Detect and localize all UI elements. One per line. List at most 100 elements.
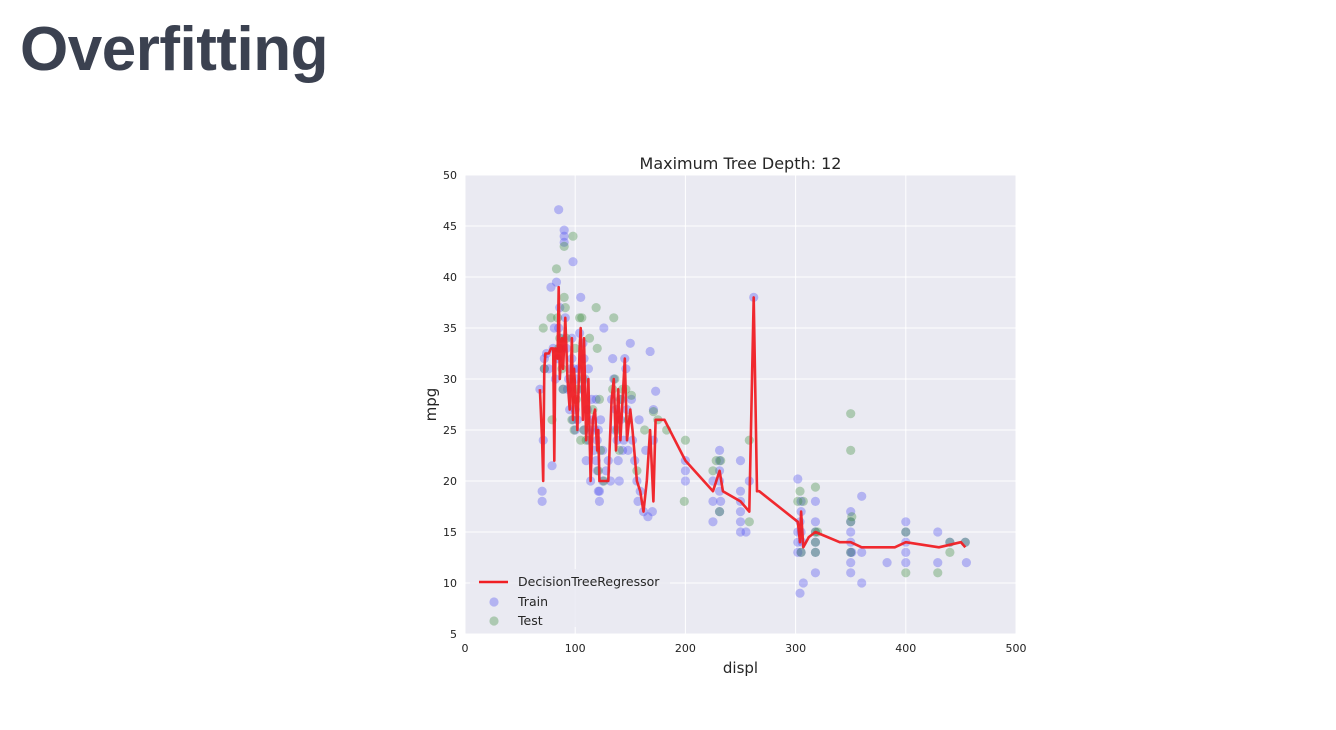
train-point <box>810 517 821 527</box>
x-axis-label: displ <box>723 659 758 677</box>
train-point <box>714 445 725 455</box>
train-point <box>798 578 808 588</box>
train-point <box>645 346 655 357</box>
train-point <box>680 476 691 486</box>
train-point <box>933 527 943 537</box>
legend-swatch-train <box>489 597 499 607</box>
train-point <box>735 456 746 466</box>
test-point <box>576 435 586 445</box>
train-point <box>741 527 751 537</box>
train-point <box>591 394 601 404</box>
test-point <box>648 407 659 417</box>
train-point <box>961 558 972 568</box>
slide-title: Overfitting <box>20 15 328 84</box>
y-tick-label: 45 <box>443 220 457 233</box>
train-point <box>544 364 554 374</box>
decision-tree-line <box>538 285 967 549</box>
test-point <box>716 456 726 466</box>
train-point <box>593 486 603 496</box>
test-point <box>846 517 856 527</box>
legend-swatch-test <box>489 616 499 626</box>
y-tick-label: 10 <box>443 577 457 590</box>
train-point <box>933 558 943 568</box>
legend-label-train: Train <box>517 594 548 609</box>
legend: DecisionTreeRegressor Train Test <box>470 569 670 628</box>
train-point <box>901 547 911 558</box>
legend-box <box>470 569 670 627</box>
x-tick-label: 400 <box>895 642 916 655</box>
chart-title: Maximum Tree Depth: 12 <box>640 154 842 173</box>
test-point <box>575 313 585 323</box>
test-point <box>846 409 856 419</box>
train-point <box>647 507 657 517</box>
test-point <box>538 323 548 333</box>
train-point <box>810 547 821 558</box>
train-point <box>735 527 746 537</box>
test-point <box>933 568 943 578</box>
train-point <box>810 568 821 578</box>
y-axis-ticks: 5 10 15 20 25 30 35 40 45 50 <box>443 169 457 641</box>
test-point <box>626 390 637 400</box>
train-point <box>795 588 805 598</box>
x-tick-label: 0 <box>462 642 469 655</box>
train-point <box>568 257 578 267</box>
train-point <box>634 415 644 425</box>
test-point <box>708 466 718 476</box>
legend-label-line: DecisionTreeRegressor <box>518 574 660 589</box>
test-point <box>584 333 595 343</box>
train-point <box>559 225 569 235</box>
test-point <box>796 547 806 558</box>
train-point <box>708 517 718 527</box>
test-point <box>846 445 856 455</box>
train-point <box>810 537 821 547</box>
train-point <box>714 456 725 466</box>
train-point <box>857 547 867 558</box>
test-point <box>810 537 821 547</box>
test-point <box>558 384 568 394</box>
train-point <box>793 547 803 558</box>
y-tick-label: 40 <box>443 271 457 284</box>
train-point <box>735 517 746 527</box>
train-point <box>554 205 564 215</box>
train-point <box>643 512 653 522</box>
test-point <box>901 568 911 578</box>
train-point <box>708 496 718 506</box>
train-point <box>901 527 911 537</box>
train-point <box>613 456 623 466</box>
y-tick-label: 20 <box>443 475 457 488</box>
train-point <box>716 496 726 506</box>
y-tick-label: 15 <box>443 526 457 539</box>
y-tick-label: 25 <box>443 424 457 437</box>
train-point <box>901 517 911 527</box>
test-point <box>847 512 857 522</box>
test-point <box>591 303 601 313</box>
train-point <box>599 323 609 333</box>
train-point <box>847 547 857 558</box>
x-tick-label: 200 <box>675 642 696 655</box>
test-point <box>711 456 721 466</box>
legend-label-test: Test <box>517 613 543 628</box>
test-point <box>559 241 569 251</box>
train-point <box>793 474 803 484</box>
train-point <box>857 491 867 501</box>
y-tick-label: 30 <box>443 373 457 386</box>
test-point <box>744 517 754 527</box>
train-point <box>581 456 591 466</box>
train-point <box>846 547 856 558</box>
test-point <box>560 303 570 313</box>
train-point <box>626 394 637 404</box>
train-point <box>537 486 547 496</box>
train-point <box>625 338 635 348</box>
train-point <box>651 386 661 396</box>
train-point <box>549 323 559 333</box>
train-point <box>558 384 568 394</box>
x-tick-label: 500 <box>1006 642 1027 655</box>
y-tick-label: 5 <box>450 628 457 641</box>
x-axis-ticks: 0 100 200 300 400 500 <box>462 642 1027 655</box>
train-point <box>796 547 806 558</box>
train-point <box>537 496 547 506</box>
y-tick-label: 50 <box>443 169 457 182</box>
test-point <box>810 482 821 492</box>
train-point <box>648 405 659 415</box>
